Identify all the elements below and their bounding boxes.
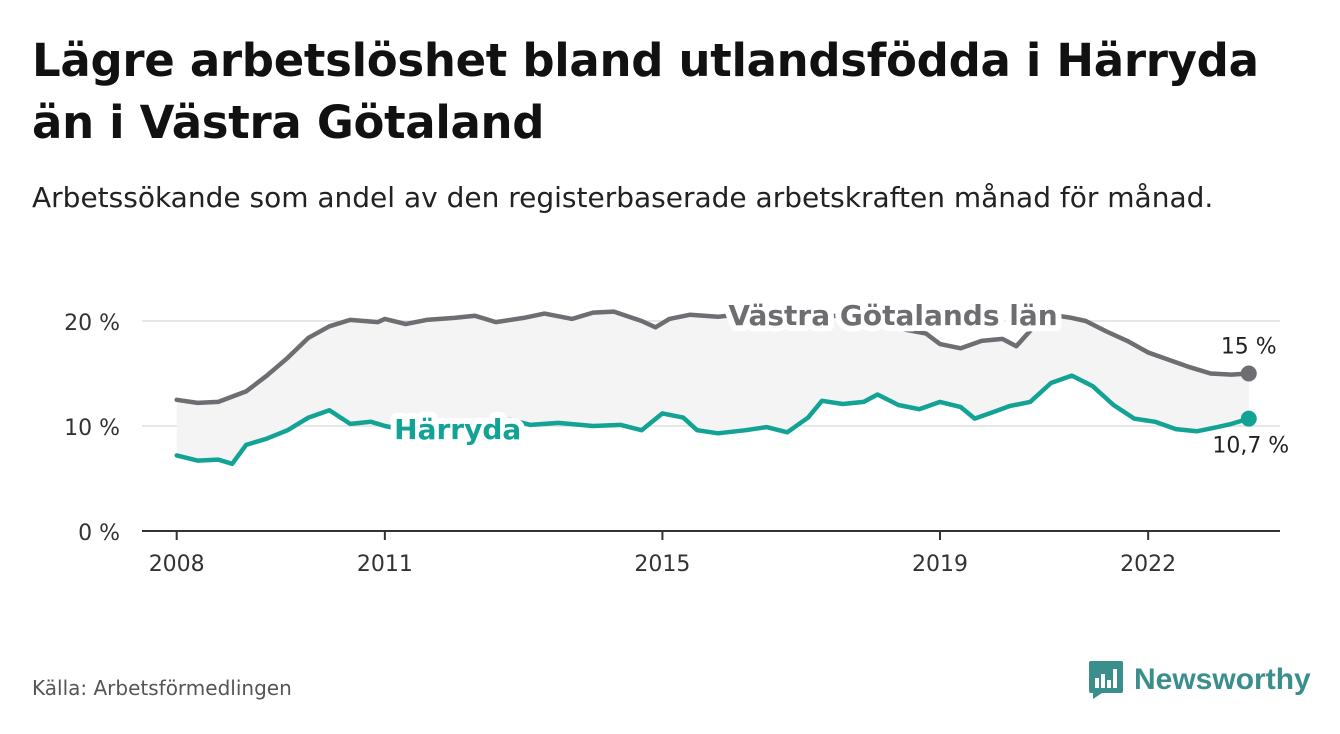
y-tick-label: 10 % <box>64 416 120 441</box>
chart-title: Lägre arbetslöshet bland utlandsfödda i … <box>32 34 1259 149</box>
x-tick-label: 2015 <box>634 552 690 577</box>
series-line-vastra-gotaland <box>174 309 1252 406</box>
x-tick-label: 2019 <box>912 552 968 577</box>
series-label-vastra-gotaland: Västra Götalands län <box>728 299 1057 332</box>
axes: 0 % 10 % 20 % 2008 2011 2015 2019 2022 <box>64 311 1280 577</box>
series-label-harryda: Härryda <box>394 413 521 446</box>
end-point-vastra-gotaland <box>1240 365 1257 382</box>
x-tick-label: 2008 <box>149 552 205 577</box>
end-value-vastra-gotaland: 15 % <box>1221 335 1277 360</box>
y-tick-label: 20 % <box>64 311 120 336</box>
brand-name: Newsworthy <box>1134 663 1311 696</box>
newsworthy-logo: Newsworthy <box>1088 660 1311 700</box>
series-line-harryda <box>174 373 1252 467</box>
end-value-harryda: 10,7 % <box>1212 434 1289 459</box>
end-point-harryda <box>1240 410 1257 427</box>
chart-subtitle: Arbetssökande som andel av den registerb… <box>32 181 1214 214</box>
x-tick-label: 2022 <box>1120 552 1176 577</box>
difference-band <box>176 311 1249 464</box>
newsworthy-bars-icon <box>1089 661 1123 699</box>
x-tick-label: 2011 <box>357 552 413 577</box>
y-tick-label: 0 % <box>78 521 120 546</box>
source-note: Källa: Arbetsförmedlingen <box>32 676 292 700</box>
series-labels: Västra Götalands län Härryda 15 % 10,7 % <box>388 293 1292 462</box>
series-lines <box>174 309 1257 467</box>
